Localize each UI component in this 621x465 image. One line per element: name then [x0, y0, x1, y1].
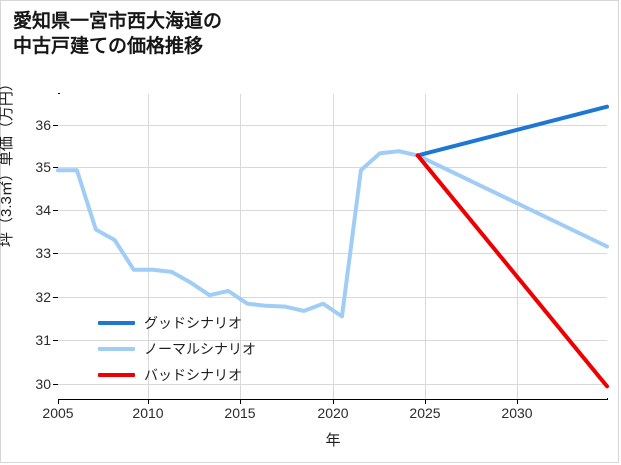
plot-area: 36 35 34 33 32 31 30 2005 2010 2015 2020…	[35, 94, 609, 421]
tickmark-y-35	[53, 167, 58, 168]
legend-item-normal: ノーマルシナリオ	[98, 340, 256, 357]
tickmark-x-2005	[58, 399, 59, 404]
gridline-y-34	[58, 210, 607, 211]
tickmark-x-2015	[240, 399, 241, 404]
gridline-y-32	[58, 297, 607, 298]
line-series-normal	[56, 149, 609, 319]
legend-item-good: グッドシナリオ	[98, 314, 256, 331]
xtick-label-2010: 2010	[132, 405, 164, 421]
ytick-label-35: 35	[35, 159, 51, 175]
series-lines	[56, 104, 609, 389]
gridline-x-2010	[148, 94, 149, 399]
xtick-label-2025: 2025	[409, 405, 441, 421]
chart-title-line2: 中古戸建ての価格推移	[13, 36, 204, 57]
gridline-x-2025	[425, 94, 426, 399]
legend-label-good: グッドシナリオ	[144, 314, 242, 331]
ytick-label-36: 36	[35, 117, 51, 133]
legend-item-bad: バッドシナリオ	[98, 366, 256, 383]
tickmark-y-33	[53, 253, 58, 254]
gridline-y-36	[58, 125, 607, 126]
gridline-y-30	[58, 384, 607, 385]
tickmark-x-2020	[333, 399, 334, 404]
ytick-label-30: 30	[35, 376, 51, 392]
gridline-y-31	[58, 340, 607, 341]
legend-swatch-good	[98, 320, 135, 325]
xtick-label-2030: 2030	[501, 405, 533, 421]
chart-title: 愛知県一宮市西大海道の 中古戸建ての価格推移	[13, 9, 493, 59]
tickmark-y-30	[53, 384, 58, 385]
legend-swatch-bad	[98, 372, 135, 377]
xtick-label-2020: 2020	[317, 405, 349, 421]
tickmark-y-34	[53, 210, 58, 211]
ytick-label-32: 32	[35, 289, 51, 305]
gridline-x-2020	[333, 94, 334, 399]
line-series-bad	[415, 153, 609, 389]
chart-legend: グッドシナリオ ノーマルシナリオ バッドシナリオ	[98, 314, 256, 383]
tickmark-x-2030	[517, 399, 518, 404]
tickmark-x-2010	[148, 399, 149, 404]
x-axis-label: 年	[325, 432, 341, 449]
xtick-label-2005: 2005	[42, 405, 74, 421]
legend-label-normal: ノーマルシナリオ	[144, 340, 256, 357]
tickmark-x-2025	[425, 399, 426, 404]
legend-label-bad: バッドシナリオ	[144, 366, 242, 383]
ytick-label-33: 33	[35, 245, 51, 261]
gridline-y-33	[58, 253, 607, 254]
line-series-good	[415, 104, 609, 158]
gridline-x-2030	[517, 94, 518, 399]
xtick-label-2015: 2015	[224, 405, 256, 421]
ytick-label-34: 34	[35, 202, 51, 218]
y-axis-label: 坪（3.3㎡）単価（万円）	[0, 76, 15, 247]
tickmark-y-36	[53, 125, 58, 126]
gridline-y-35	[58, 167, 607, 168]
tickmark-y-32	[53, 297, 58, 298]
legend-swatch-normal	[98, 346, 135, 351]
plot-background	[58, 94, 607, 399]
gridline-x-2015	[240, 94, 241, 399]
chart-title-line1: 愛知県一宮市西大海道の	[13, 11, 223, 32]
tickmark-y-31	[53, 340, 58, 341]
ytick-label-31: 31	[35, 332, 51, 348]
